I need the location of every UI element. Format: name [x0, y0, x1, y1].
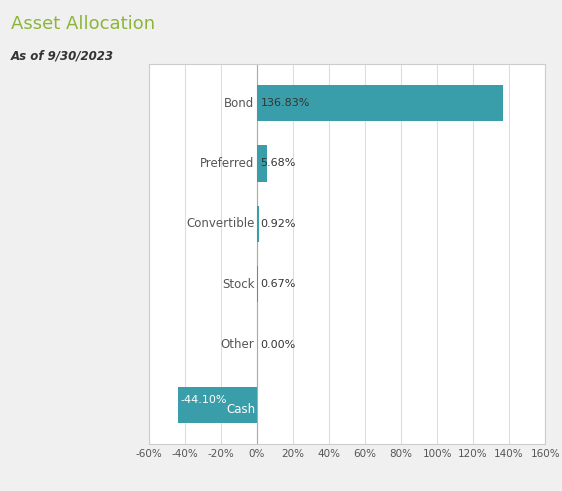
- Bar: [257, 206, 259, 242]
- Bar: [257, 85, 504, 121]
- Text: Stock: Stock: [222, 278, 254, 291]
- Text: 0.00%: 0.00%: [261, 340, 296, 350]
- Bar: [257, 266, 258, 302]
- Text: Preferred: Preferred: [200, 157, 254, 170]
- Text: Cash: Cash: [226, 404, 255, 416]
- Text: -44.10%: -44.10%: [180, 395, 226, 405]
- Text: 136.83%: 136.83%: [261, 98, 310, 108]
- Text: Asset Allocation: Asset Allocation: [11, 15, 155, 33]
- Text: Other: Other: [220, 338, 254, 351]
- Text: 5.68%: 5.68%: [261, 159, 296, 168]
- Text: Bond: Bond: [224, 97, 254, 109]
- Text: Convertible: Convertible: [186, 218, 254, 230]
- Bar: [178, 387, 257, 423]
- Text: 0.92%: 0.92%: [261, 219, 296, 229]
- Text: As of 9/30/2023: As of 9/30/2023: [11, 49, 114, 62]
- Text: 0.67%: 0.67%: [261, 279, 296, 289]
- Bar: [257, 145, 267, 182]
